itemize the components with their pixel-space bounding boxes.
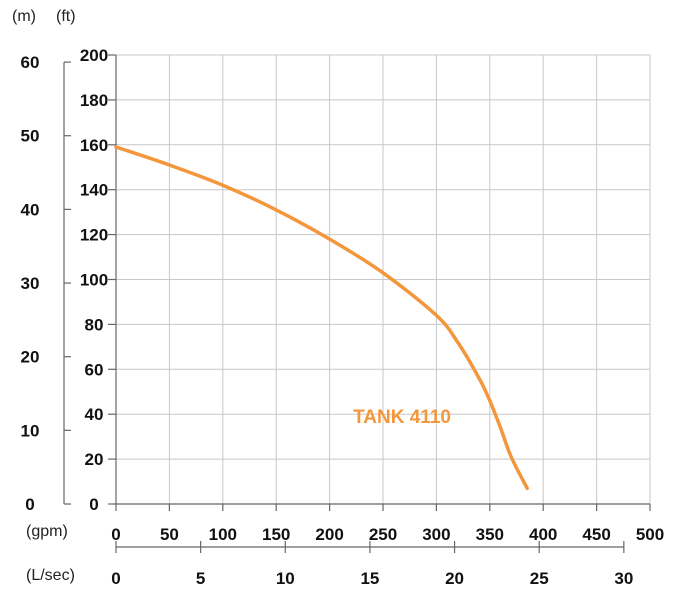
tick-label-m: 10 [21, 421, 40, 440]
tick-label-gpm: 500 [636, 525, 664, 544]
series-curves: TANK 4110 [114, 145, 529, 491]
unit-label-gpm: (gpm) [26, 523, 68, 540]
tick-label-m: 40 [21, 200, 40, 219]
tick-label-lsec: 15 [360, 569, 379, 588]
tick-label-ft: 180 [80, 91, 108, 110]
tick-label-lsec: 0 [111, 569, 120, 588]
tick-label-ft: 160 [80, 136, 108, 155]
tick-label-ft: 0 [89, 495, 98, 514]
tick-label-gpm: 300 [422, 525, 450, 544]
tick-label-lsec: 30 [614, 569, 633, 588]
unit-label-ft: (ft) [56, 8, 76, 25]
unit-label-m: (m) [12, 8, 36, 25]
chart-grid [115, 54, 651, 505]
tick-label-ft: 20 [85, 450, 104, 469]
tick-label-gpm: 150 [262, 525, 290, 544]
tick-label-ft: 80 [85, 315, 104, 334]
tick-label-ft: 60 [85, 360, 104, 379]
tick-label-ft: 120 [80, 226, 108, 245]
tick-label-m: 0 [25, 495, 34, 514]
tick-label-gpm: 200 [315, 525, 343, 544]
series-line [114, 145, 529, 491]
tick-label-gpm: 100 [209, 525, 237, 544]
tick-label-ft: 140 [80, 181, 108, 200]
tick-label-m: 60 [21, 53, 40, 72]
tick-label-m: 30 [21, 274, 40, 293]
tick-label-gpm: 350 [476, 525, 504, 544]
tick-label-gpm: 250 [369, 525, 397, 544]
tick-label-ft: 100 [80, 271, 108, 290]
tick-label-gpm: 450 [582, 525, 610, 544]
tick-label-m: 20 [21, 348, 40, 367]
tick-label-gpm: 400 [529, 525, 557, 544]
tick-label-gpm: 50 [160, 525, 179, 544]
tick-label-lsec: 10 [276, 569, 295, 588]
tick-label-lsec: 20 [445, 569, 464, 588]
chart-axes [63, 54, 651, 553]
series-label: TANK 4110 [353, 407, 451, 428]
tick-label-lsec: 5 [196, 569, 205, 588]
tick-label-ft: 200 [80, 46, 108, 65]
tick-label-gpm: 0 [111, 525, 120, 544]
tick-label-m: 50 [21, 127, 40, 146]
tick-label-lsec: 25 [530, 569, 549, 588]
tick-label-ft: 40 [85, 405, 104, 424]
unit-label-lsec: (L/sec) [26, 567, 75, 584]
